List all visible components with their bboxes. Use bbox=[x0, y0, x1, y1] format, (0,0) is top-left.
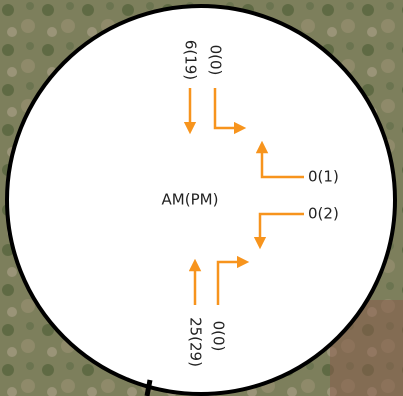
road-line bbox=[147, 380, 150, 396]
movement-label: 6(19) bbox=[182, 40, 200, 80]
movement-label: 0(0) bbox=[207, 45, 225, 76]
movement-label: 0(2) bbox=[308, 205, 339, 223]
center-label: AM(PM) bbox=[162, 191, 219, 209]
movement-label: 0(1) bbox=[308, 168, 339, 186]
movement-label: 0(0) bbox=[210, 321, 228, 352]
movement-label: 25(29) bbox=[187, 317, 205, 367]
diagram: AM(PM) 6(19) 0(0) 0(1) 0(2) 25(29) 0(0) bbox=[0, 0, 403, 396]
page: {"center_label": "AM(PM)", "movements": … bbox=[0, 0, 403, 396]
